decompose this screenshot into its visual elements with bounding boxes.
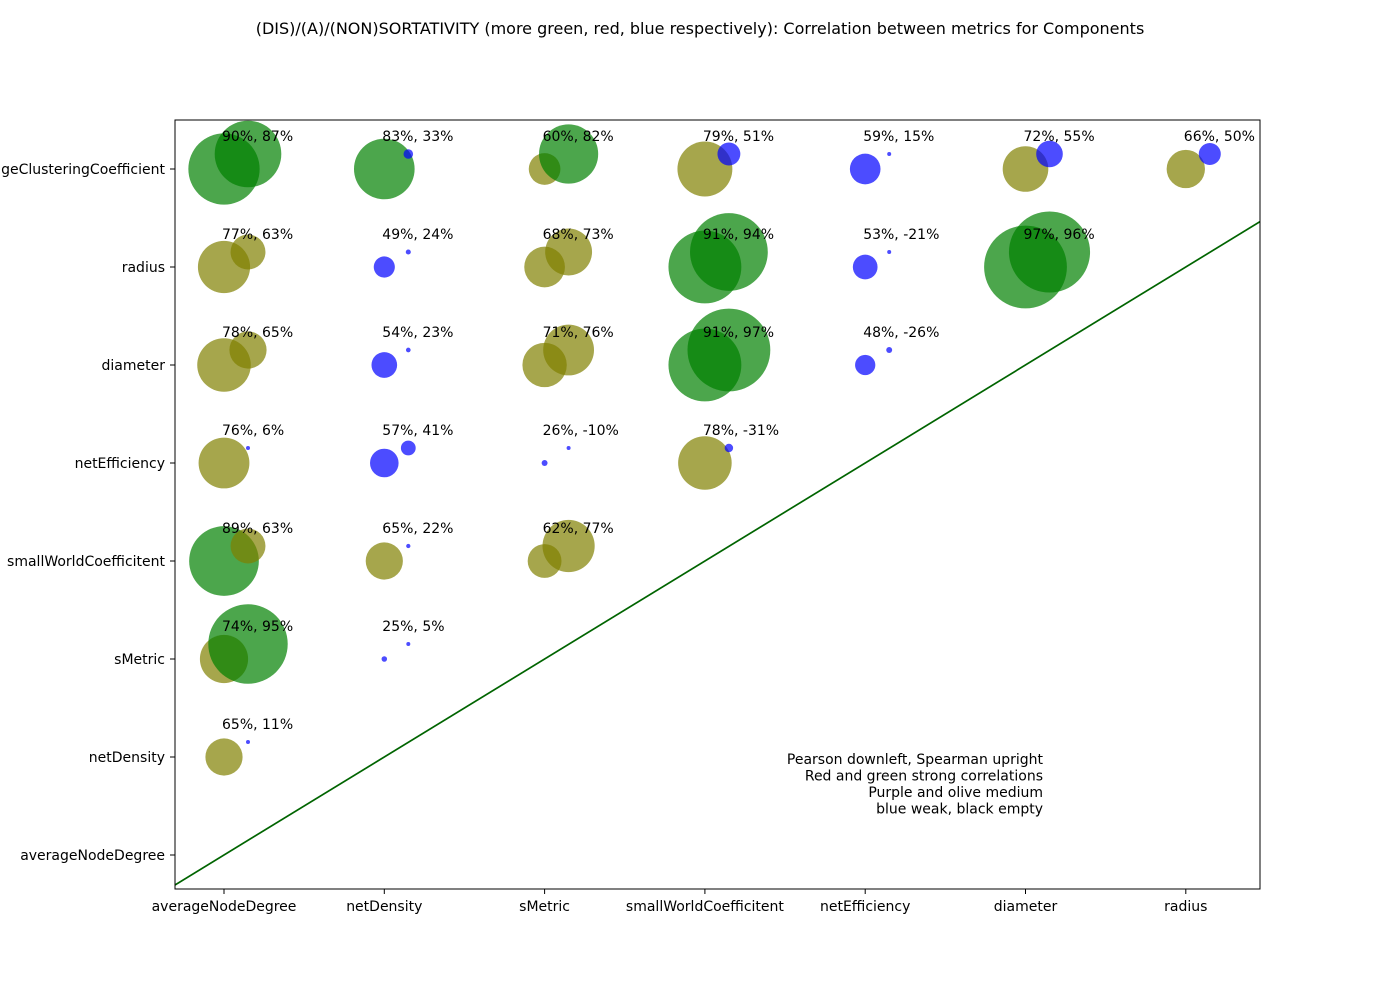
x-tick-label: smallWorldCoefficitent (626, 899, 784, 915)
y-tick-label: diameter (102, 358, 166, 374)
spearman-bubble (887, 152, 892, 156)
spearman-bubble (229, 331, 267, 369)
spearman-bubble (246, 446, 250, 450)
note-line: Pearson downleft, Spearman upright (787, 752, 1044, 768)
y-tick-label: netEfficiency (75, 456, 165, 472)
x-tick-label: netDensity (346, 899, 422, 915)
pearson-bubble (205, 738, 243, 776)
x-axis: averageNodeDegree netDensity sMetric smallW… (152, 889, 1207, 915)
pearson-bubble (1166, 149, 1205, 189)
spearman-bubble (406, 543, 411, 549)
cell-annotation: 60%, 82% (543, 129, 614, 145)
spearman-bubble (246, 740, 250, 744)
spearman-bubble (545, 228, 593, 276)
cell-annotation: 91%, 97% (703, 325, 774, 341)
y-tick-label: sMetric (114, 652, 165, 668)
chart-title: (DIS)/(A)/(NON)SORTATIVITY (more green, … (256, 19, 1145, 38)
cell-annotation: 74%, 95% (222, 619, 293, 635)
note-line: blue weak, black empty (876, 802, 1043, 818)
pearson-bubble (365, 542, 403, 580)
pearson-bubble (198, 437, 250, 489)
cell-annotation: 76%, 6% (222, 423, 284, 439)
spearman-bubble (230, 234, 266, 270)
spearman-bubble (1008, 211, 1091, 293)
cell-annotation: 54%, 23% (382, 325, 453, 341)
pearson-bubble (373, 256, 395, 278)
spearman-bubble (690, 213, 768, 291)
y-tick-label: smallWorldCoefficitent (7, 554, 165, 570)
x-tick-label: sMetric (519, 899, 570, 915)
cell-annotation: 71%, 76% (543, 325, 614, 341)
annotation-layer: 90%, 87% 83%, 33% 60%, 82% 79%, 51% 59%, 15%… (222, 129, 1255, 733)
x-tick-label: diameter (994, 899, 1058, 915)
spearman-bubble (405, 347, 411, 353)
cell-annotation: 59%, 15% (863, 129, 934, 145)
pearson-bubble (855, 354, 876, 376)
pearson-bubble (353, 138, 415, 200)
cell-annotation: 72%, 55% (1024, 129, 1095, 145)
spearman-bubble (406, 642, 411, 646)
spearman-bubble (566, 446, 571, 450)
cell-annotation: 66%, 50% (1184, 129, 1255, 145)
cell-annotation: 89%, 63% (222, 521, 293, 537)
spearman-bubble (724, 443, 734, 453)
spearman-bubble (717, 142, 741, 166)
y-tick-label: ageClusteringCoefficient (0, 162, 165, 178)
cell-annotation: 83%, 33% (382, 129, 453, 145)
x-tick-label: averageNodeDegree (152, 899, 297, 915)
spearman-bubble (1198, 143, 1221, 165)
pearson-bubble (370, 448, 399, 478)
spearman-bubble (542, 519, 595, 573)
y-tick-label: radius (122, 260, 165, 276)
cell-annotation: 68%, 73% (543, 227, 614, 243)
spearman-bubble (543, 324, 595, 376)
spearman-bubble (1036, 140, 1063, 168)
spearman-bubble (214, 120, 282, 188)
cell-annotation: 57%, 41% (382, 423, 453, 439)
cell-annotation: 90%, 87% (222, 129, 293, 145)
spearman-bubble (539, 124, 599, 184)
spearman-bubble (208, 604, 288, 684)
spearman-bubble (687, 308, 771, 392)
cell-annotation: 25%, 5% (382, 619, 444, 635)
y-axis: averageNodeDegree netDensity sMetric smallW… (0, 162, 175, 864)
cell-annotation: 79%, 51% (703, 129, 774, 145)
spearman-bubble (400, 440, 416, 456)
cell-annotation: 49%, 24% (382, 227, 453, 243)
spearman-bubble (886, 347, 893, 353)
spearman-bubble (403, 149, 414, 159)
y-tick-label: averageNodeDegree (20, 848, 165, 864)
cell-annotation: 53%, -21% (863, 227, 939, 243)
spearman-bubble (405, 249, 411, 255)
note-line: Purple and olive medium (868, 785, 1043, 801)
cell-annotation: 65%, 22% (382, 521, 453, 537)
bubble-layer (188, 120, 1221, 776)
note-line: Red and green strong correlations (805, 769, 1043, 785)
cell-annotation: 77%, 63% (222, 227, 293, 243)
pearson-bubble (381, 656, 388, 662)
x-tick-label: radius (1164, 899, 1207, 915)
plot-frame (174, 119, 1261, 890)
cell-annotation: 62%, 77% (543, 521, 614, 537)
cell-annotation: 65%, 11% (222, 717, 293, 733)
diagonal-layer (175, 220, 1260, 886)
pearson-bubble (852, 254, 878, 280)
y-tick-label: netDensity (89, 750, 165, 766)
spearman-bubble (887, 250, 892, 254)
pearson-bubble (678, 436, 732, 490)
cell-annotation: 78%, -31% (703, 423, 779, 439)
pearson-bubble (541, 460, 548, 466)
cell-annotation: 26%, -10% (543, 423, 619, 439)
pearson-bubble (849, 153, 881, 185)
diagonal-reference-line (175, 220, 1260, 886)
pearson-bubble (371, 352, 398, 378)
cell-annotation: 78%, 65% (222, 325, 293, 341)
x-tick-label: netEfficiency (820, 899, 910, 915)
cell-annotation: 97%, 96% (1024, 227, 1095, 243)
spearman-bubble (230, 528, 266, 564)
cell-annotation: 91%, 94% (703, 227, 774, 243)
cell-annotation: 48%, -26% (863, 325, 939, 341)
